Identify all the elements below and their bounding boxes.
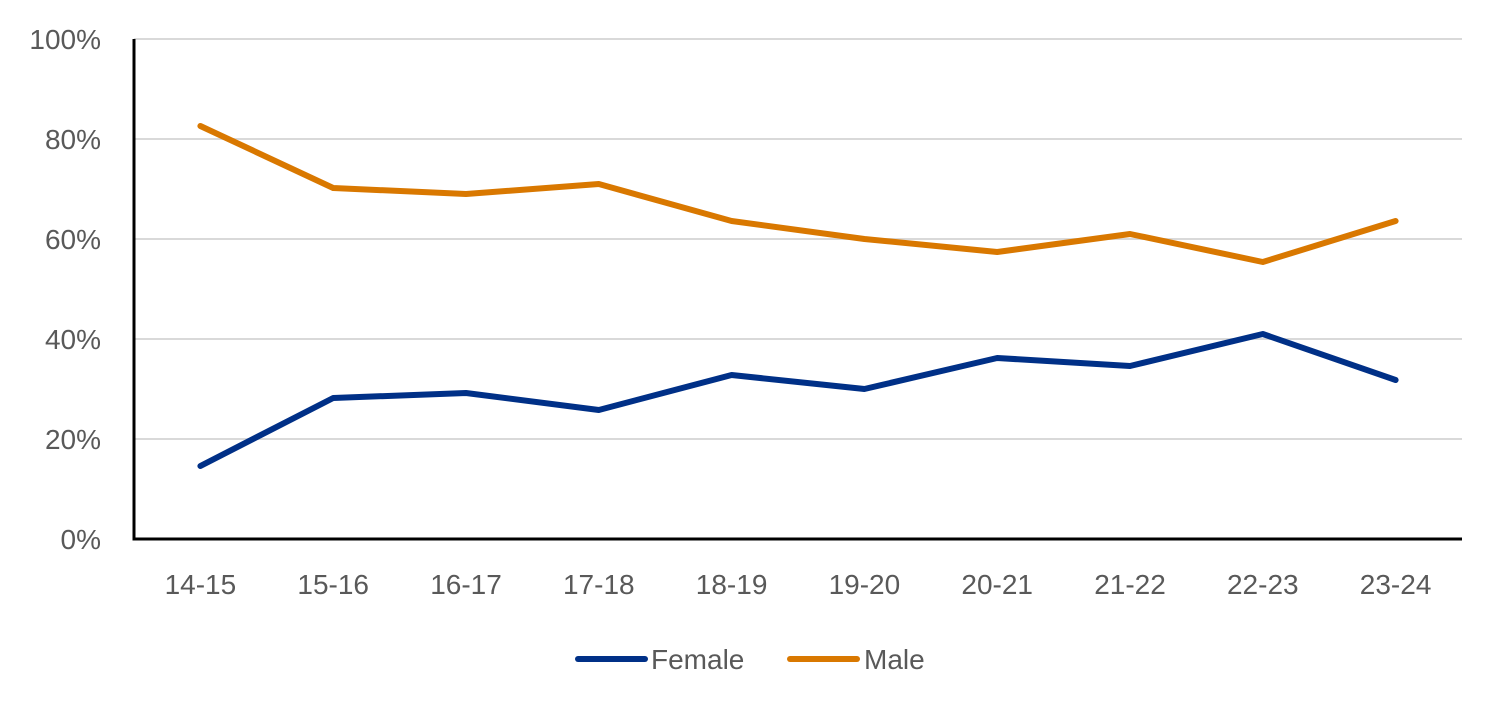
series-line-male (197, 123, 1399, 265)
x-tick-label: 19-20 (829, 569, 901, 600)
y-tick-label: 80% (45, 124, 101, 155)
y-tick-label: 40% (45, 324, 101, 355)
legend-item-female: Female (575, 644, 744, 675)
y-tick-label: 0% (61, 524, 101, 555)
y-tick-label: 100% (29, 24, 101, 55)
y-tick-label: 20% (45, 424, 101, 455)
series-male (197, 123, 1399, 265)
legend-label: Female (651, 644, 744, 675)
x-tick-label: 17-18 (563, 569, 635, 600)
y-tick-label: 60% (45, 224, 101, 255)
x-tick-label: 18-19 (696, 569, 768, 600)
legend-item-male: Male (787, 644, 925, 675)
x-tick-label: 20-21 (961, 569, 1033, 600)
x-tick-label: 16-17 (430, 569, 502, 600)
x-tick-label: 21-22 (1094, 569, 1166, 600)
legend: Female Male (575, 644, 925, 675)
y-axis-tick-labels: 0% 20% 40% 60% 80% 100% (29, 24, 101, 555)
x-tick-label: 23-24 (1360, 569, 1432, 600)
series-lines (197, 123, 1399, 469)
x-tick-label: 14-15 (165, 569, 237, 600)
x-tick-label: 22-23 (1227, 569, 1299, 600)
x-axis-tick-labels: 14-15 15-16 16-17 17-18 18-19 19-20 20-21 21-22… (165, 569, 1432, 600)
series-female (197, 331, 1399, 469)
legend-label: Male (864, 644, 925, 675)
x-tick-label: 15-16 (297, 569, 369, 600)
series-line-female (197, 331, 1399, 469)
